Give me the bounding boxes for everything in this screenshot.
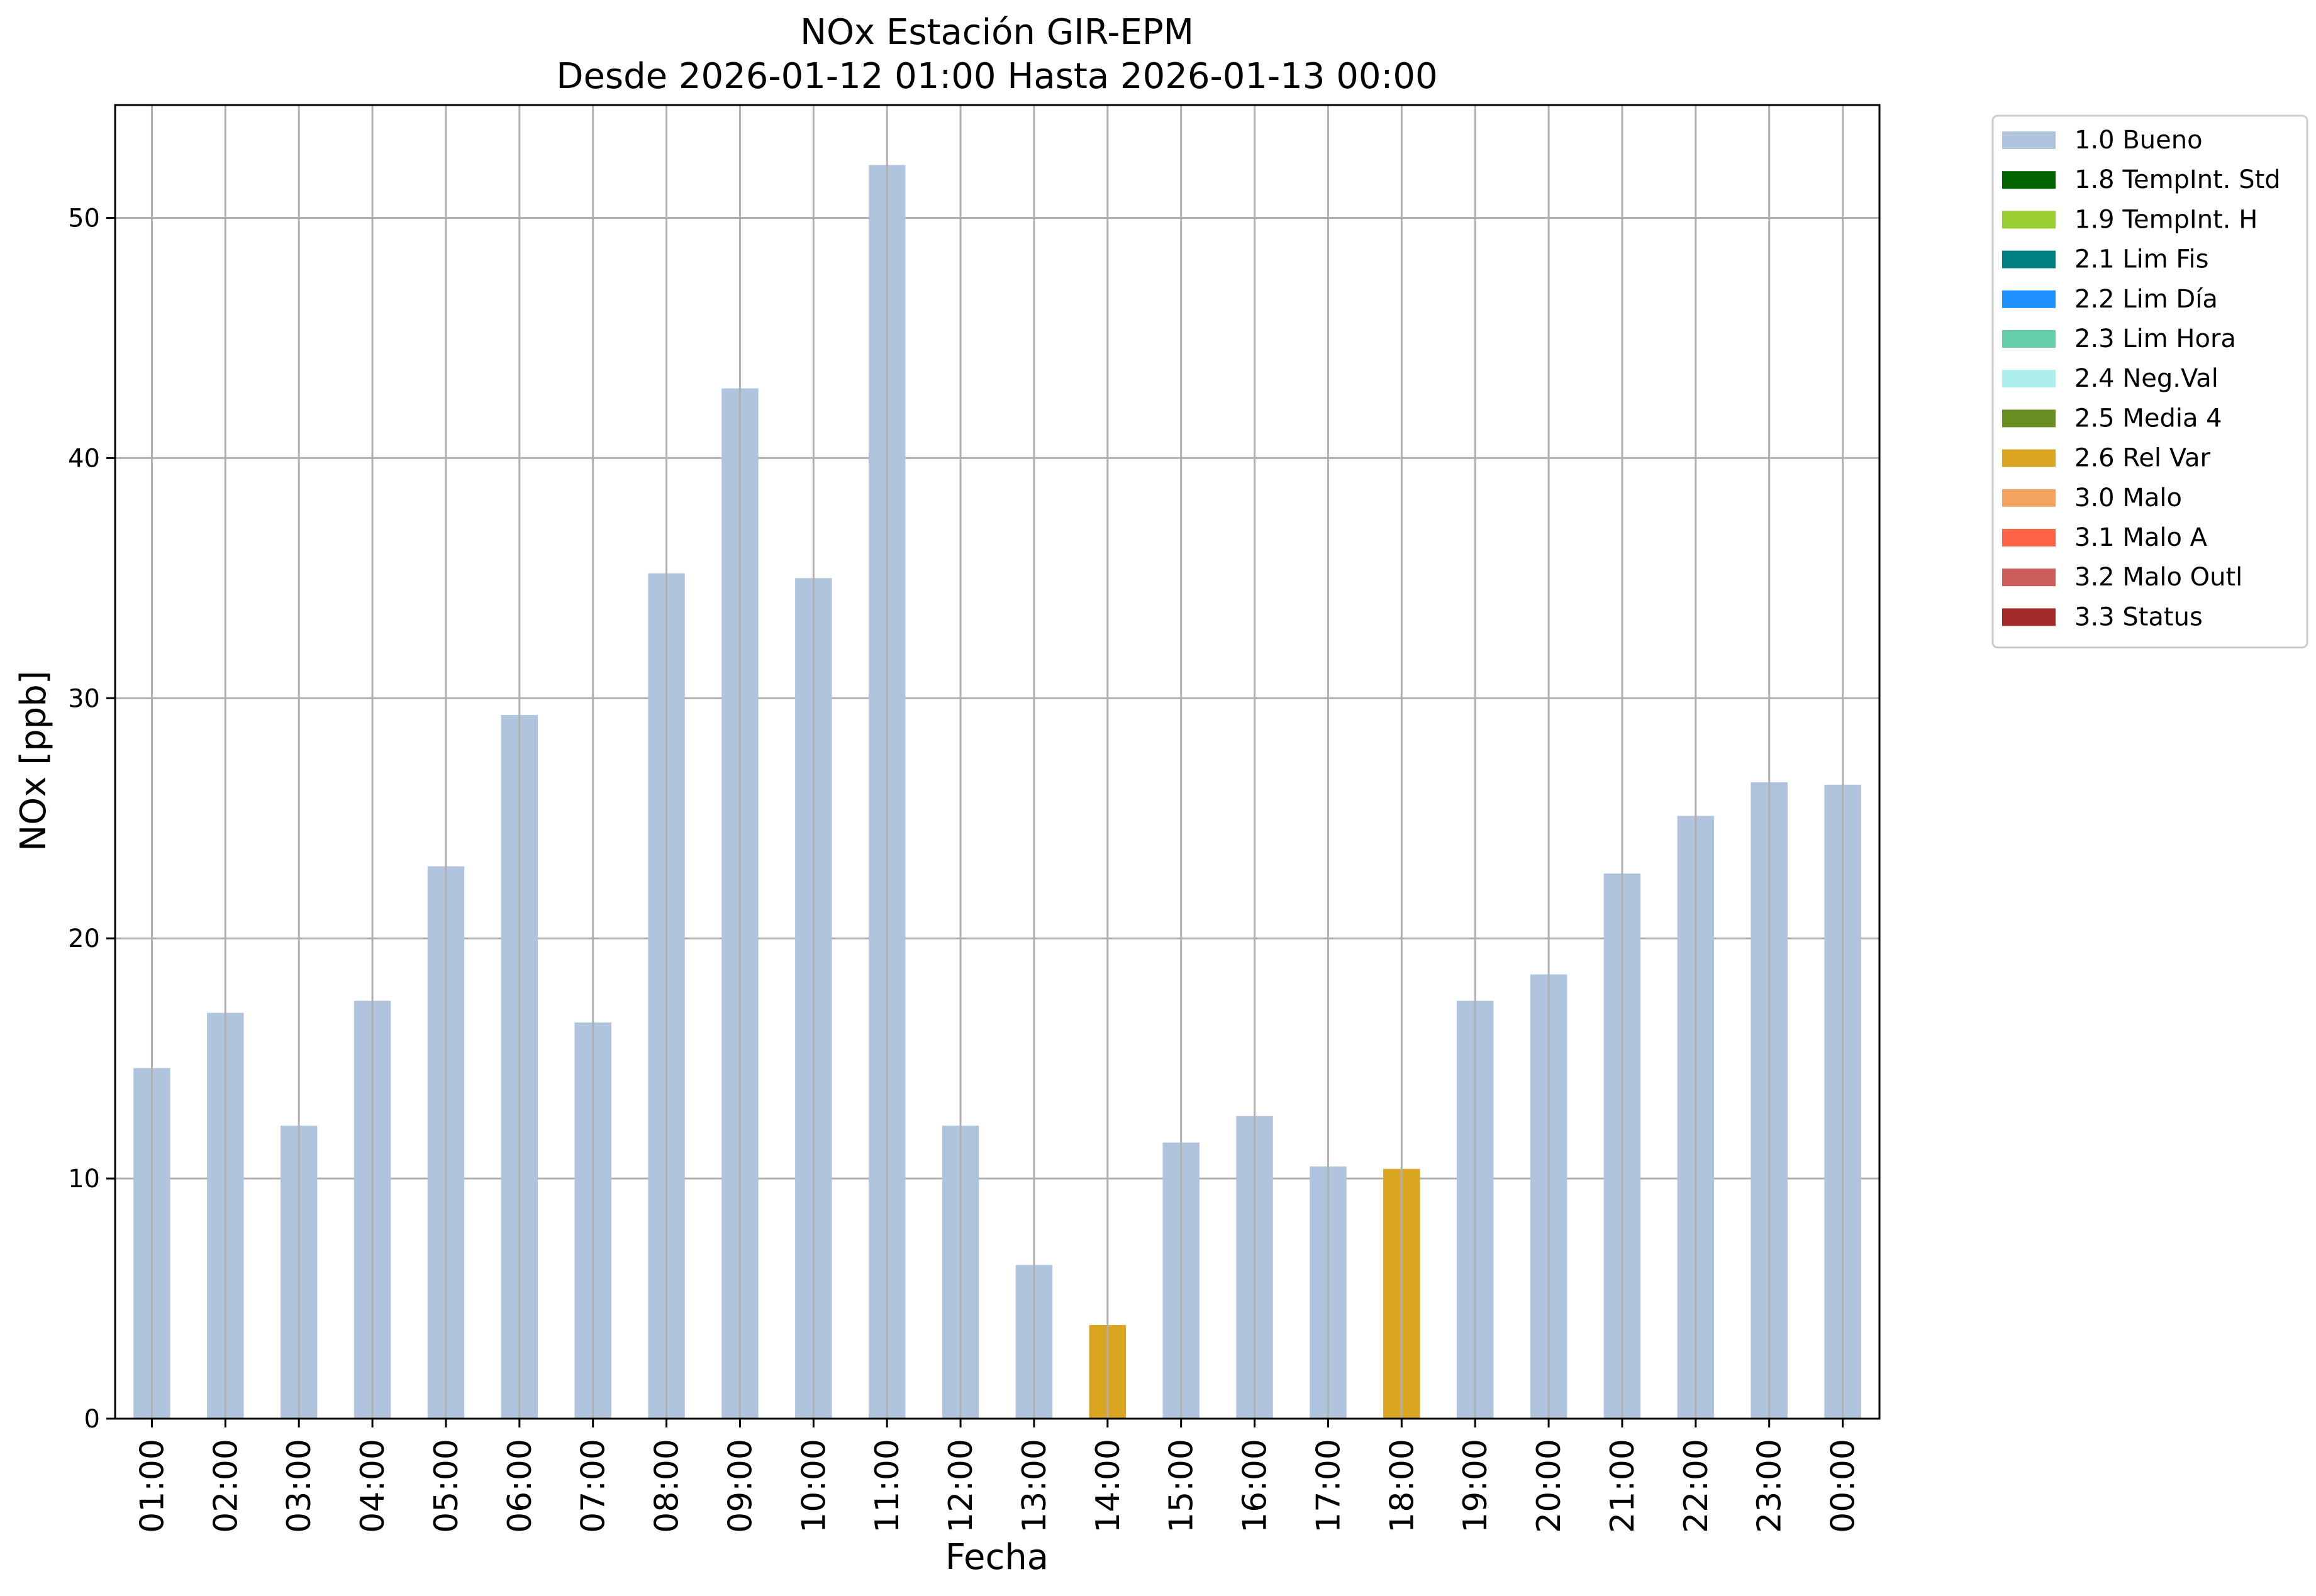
legend-label: 3.1 Malo A [2074,523,2208,552]
legend-label: 3.2 Malo Outl [2074,563,2242,592]
x-tick-label: 02:00 [207,1439,245,1533]
legend-label: 2.4 Neg.Val [2074,364,2219,393]
legend-label: 2.3 Lim Hora [2074,324,2236,353]
legend-swatch [2002,608,2056,626]
legend-label: 2.6 Rel Var [2074,444,2211,473]
y-tick-label: 0 [84,1405,100,1434]
legend-label: 3.3 Status [2074,602,2203,631]
axes: 0 10 20 30 40 50 01:00 02:00 03:00 04:00 05:00 06:0… [68,104,1881,1533]
legend-swatch [2002,330,2056,348]
x-tick-label: 06:00 [501,1439,539,1533]
x-tick-label: 14:00 [1089,1439,1127,1533]
y-axis-label: NOx [ppb] [13,670,54,851]
x-tick-label: 16:00 [1237,1439,1274,1533]
legend-label: 1.0 Bueno [2074,126,2203,155]
legend-swatch [2002,290,2056,308]
x-tick-label: 04:00 [354,1439,392,1533]
legend-swatch [2002,409,2056,428]
x-tick-label: 09:00 [721,1439,759,1533]
x-tick-label: 19:00 [1457,1439,1495,1533]
x-tick-label: 15:00 [1163,1439,1201,1533]
y-tick-label: 50 [68,204,100,233]
x-tick-label: 20:00 [1530,1439,1568,1533]
legend-label: 3.0 Malo [2074,484,2182,513]
y-tick-label: 30 [68,684,100,713]
x-tick-label: 07:00 [575,1439,613,1533]
legend-swatch [2002,449,2056,467]
chart-title: NOx Estación GIR-EPM [800,12,1194,53]
x-tick-label: 21:00 [1604,1439,1642,1533]
legend-swatch [2002,131,2056,149]
y-tick-label: 20 [68,924,100,953]
bars [133,105,1861,1419]
x-tick-label: 13:00 [1016,1439,1054,1533]
x-tick-label: 03:00 [281,1439,318,1533]
legend-label: 1.9 TempInt. H [2074,205,2258,234]
x-tick-label: 17:00 [1310,1439,1347,1533]
x-tick-label: 12:00 [942,1439,980,1533]
legend-label: 1.8 TempInt. Std [2074,165,2281,194]
x-tick-label: 10:00 [795,1439,833,1533]
legend-swatch [2002,171,2056,189]
legend-label: 2.5 Media 4 [2074,404,2222,433]
legend-box [1991,114,2308,649]
x-tick-label: 00:00 [1825,1439,1862,1533]
x-tick-label: 01:00 [133,1439,171,1533]
x-tick-label: 23:00 [1751,1439,1789,1533]
y-tick-label: 40 [68,444,100,473]
x-axis-label: Fecha [945,1537,1049,1578]
legend-swatch [2002,529,2056,546]
x-tick-label: 22:00 [1678,1439,1715,1533]
y-tick-label: 10 [68,1165,100,1194]
x-tick-label: 18:00 [1383,1439,1421,1533]
x-tick-label: 11:00 [869,1439,906,1533]
legend-swatch [2002,489,2056,507]
legend-swatch [2002,211,2056,229]
legend-label: 2.2 Lim Día [2074,285,2218,314]
chart-subtitle: Desde 2026-01-12 01:00 Hasta 2026-01-13 … [556,56,1437,97]
legend-swatch [2002,250,2056,269]
legend-swatch [2002,568,2056,587]
x-tick-label: 05:00 [428,1439,465,1533]
legend-label: 2.1 Lim Fis [2074,245,2208,274]
x-tick-label: 08:00 [649,1439,686,1533]
legend-swatch [2002,370,2056,388]
legend: 1.0 Bueno 1.8 TempInt. Std 1.9 TempInt. H 2… [1991,114,2308,649]
plot-frame [114,104,1881,1420]
